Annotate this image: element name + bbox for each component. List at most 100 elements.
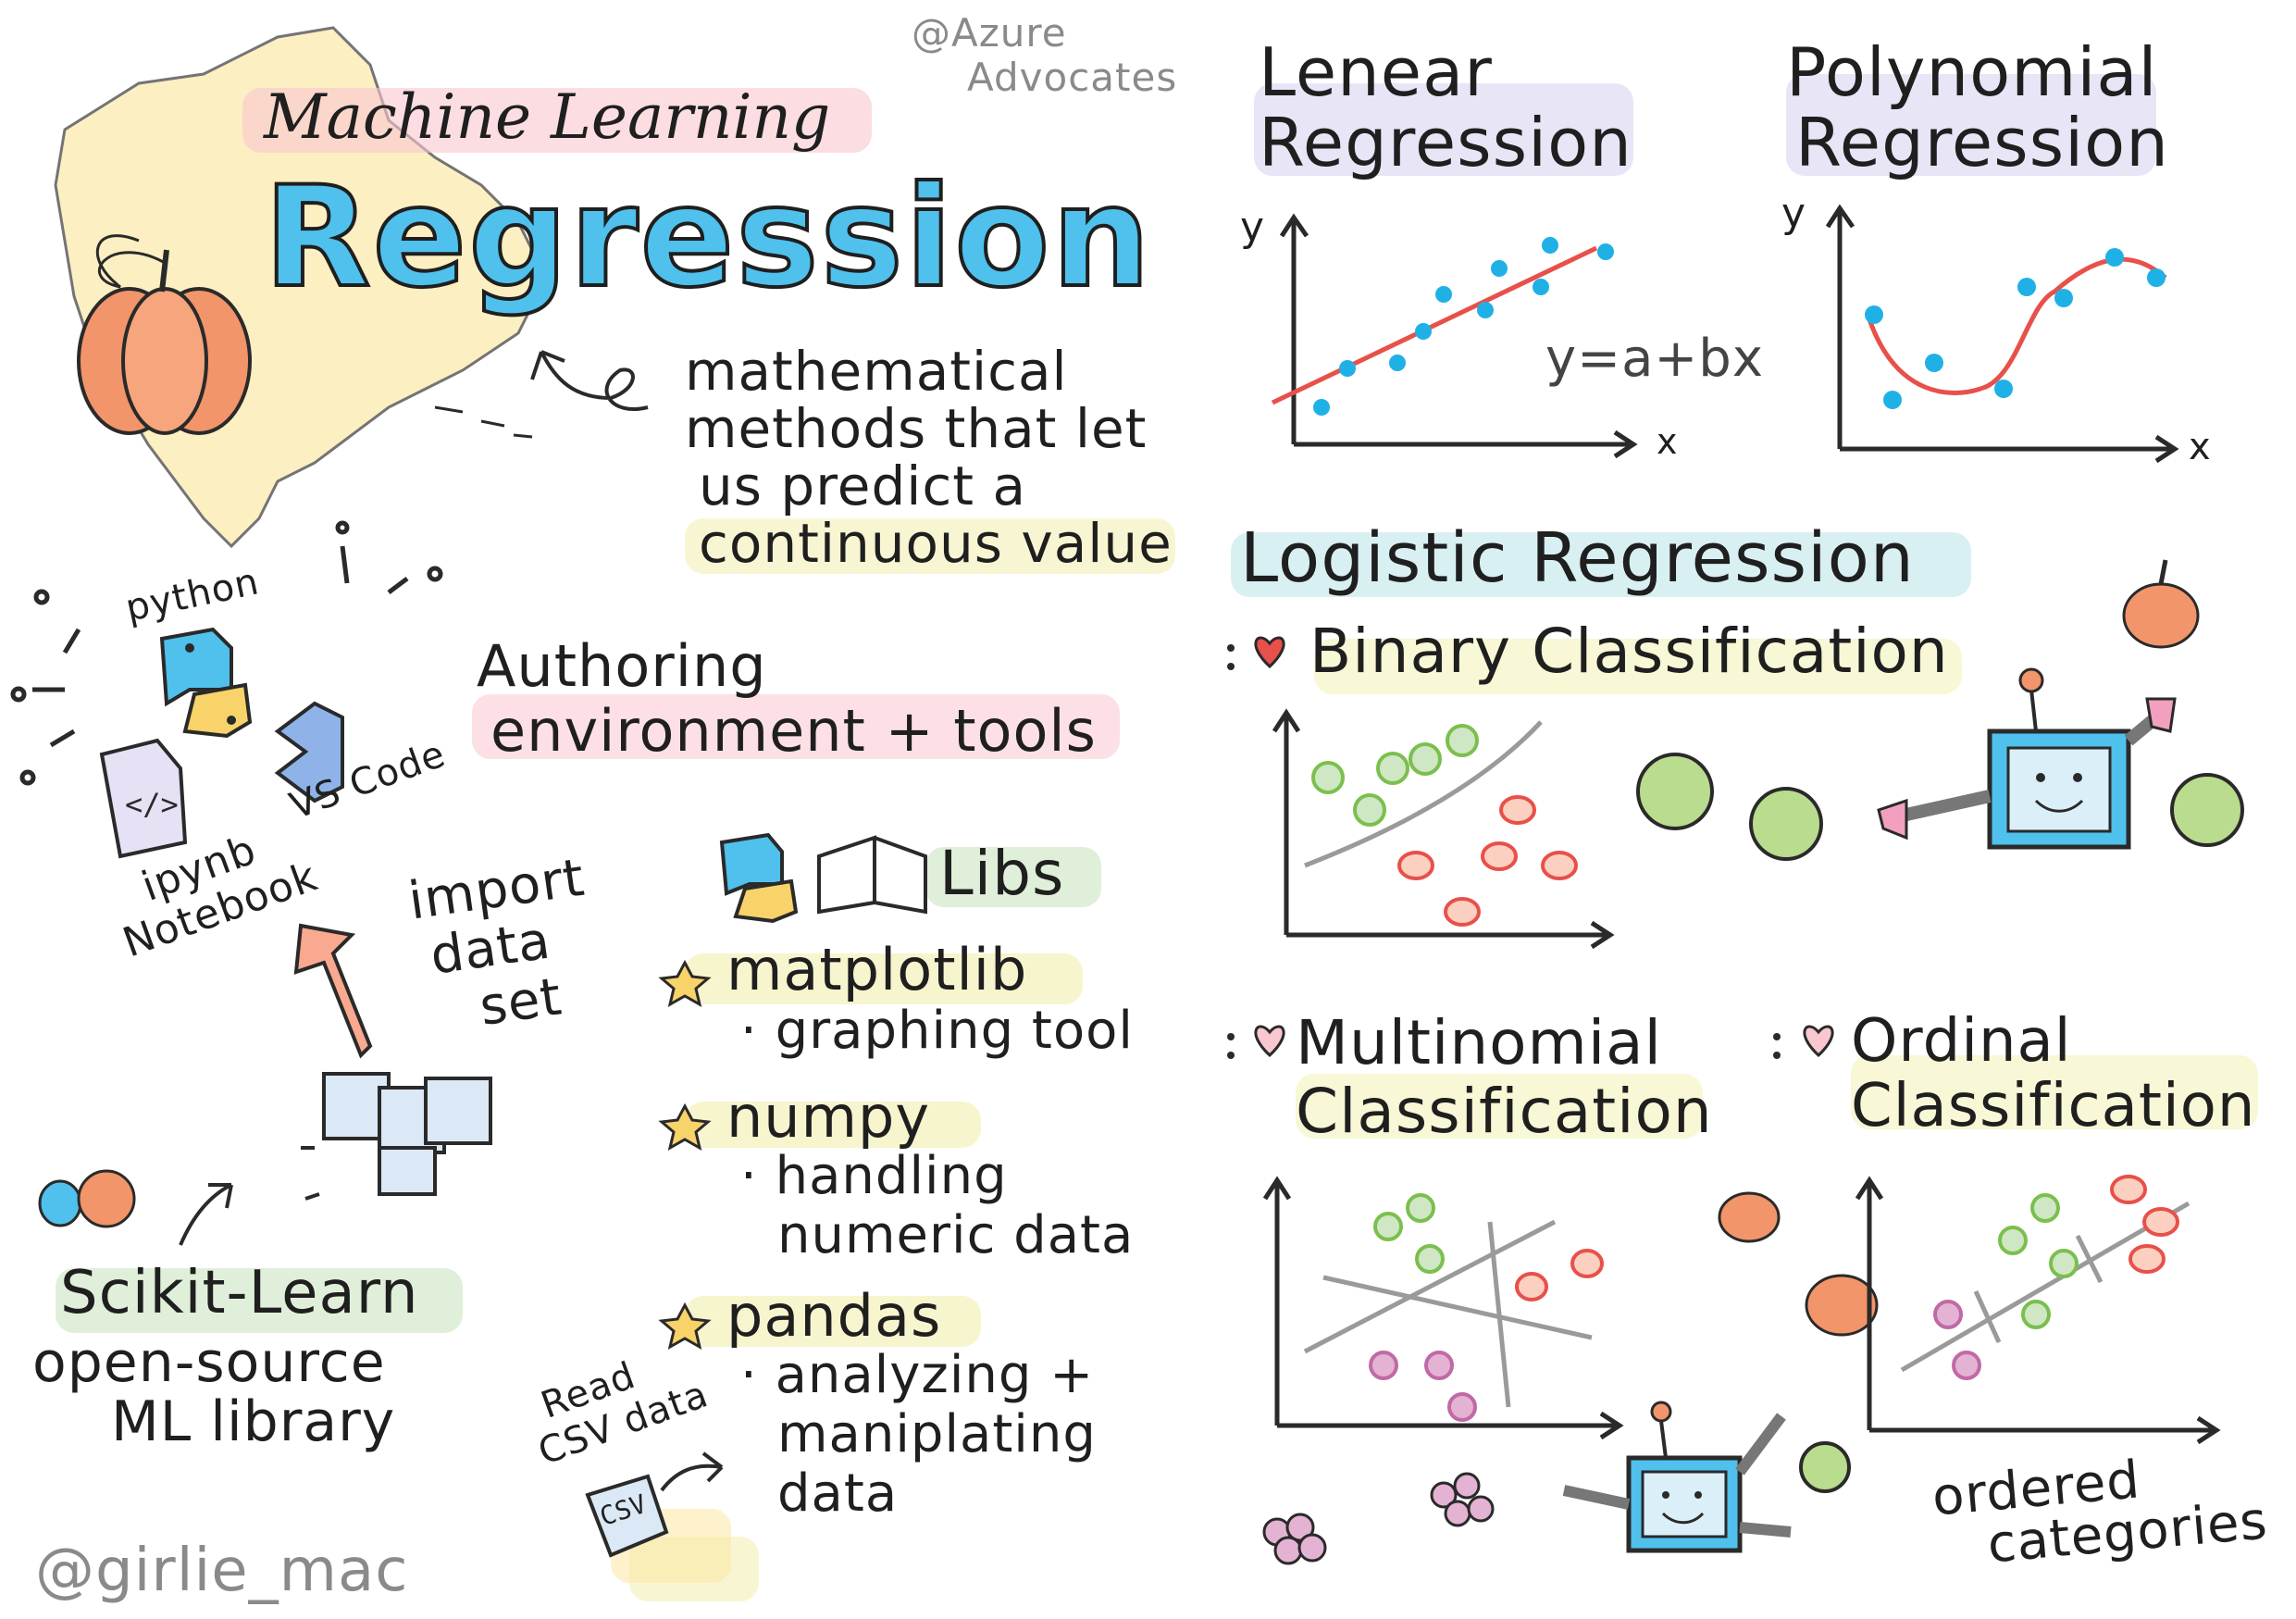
logistic-title: Logistic Regression: [1240, 518, 1915, 598]
poly-title-line1: Polynomial: [1786, 33, 2158, 111]
linear-y-axis: [1279, 213, 1309, 444]
poly-data-points: [1865, 248, 2166, 409]
multinomial-title: Multinomial Classification: [1296, 1009, 1713, 1146]
ordinal-title-line2: Classification: [1851, 1072, 2256, 1140]
definition-line4: continuous value: [699, 512, 1173, 575]
poly-y-label: y: [1781, 190, 1807, 237]
sklearn-arrow: [179, 1183, 233, 1246]
small-pumpkin-icon: [2122, 559, 2200, 649]
python-logo-icon: [159, 627, 253, 739]
ordinal-x-axis: [1869, 1415, 2221, 1445]
notebook-file-icon: </>: [99, 738, 188, 859]
multinomial-title-line1: Multinomial: [1296, 1007, 1662, 1078]
lib-pandas-desc-line2: maniplating: [777, 1404, 1097, 1464]
libs-python-icon: [719, 832, 799, 924]
multinomial-highlight: [1296, 1074, 1703, 1139]
author-credit: @girlie_mac: [35, 1537, 409, 1605]
multi-decision-lines: [1303, 1219, 1593, 1408]
lib-pandas-desc-line1: analyzing +: [775, 1345, 1095, 1405]
azure-credit: @Azure Advocates: [912, 11, 1177, 100]
ordinal-apples: [1998, 1193, 2079, 1329]
scikit-learn-logo-icon: [38, 1169, 136, 1228]
poly-title-line2: Regression: [1795, 104, 2169, 181]
binary-pumpkins: [1397, 795, 1578, 927]
poly-highlight: [1786, 74, 2156, 176]
linear-data-points: [1313, 237, 1614, 416]
lib-matplotlib-desc: · graphing tool: [740, 1001, 1134, 1061]
ordinal-pumpkins: [2110, 1175, 2179, 1274]
libs-highlight: [925, 847, 1101, 907]
vscode-logo-icon: [274, 701, 344, 803]
sklearn-desc-line1: open-source: [32, 1330, 386, 1395]
ordinal-highlight: [1851, 1055, 2258, 1129]
multinomial-title-line2: Classification: [1296, 1076, 1713, 1147]
linear-y-label: y: [1240, 204, 1266, 251]
pandas-highlight: [685, 1296, 981, 1347]
page-title: Regression: [262, 156, 1153, 320]
caribbean-islands: [434, 405, 533, 439]
definition-line1: mathematical: [685, 340, 1068, 403]
lib-numpy-desc-line1: handling: [775, 1146, 1008, 1206]
linear-highlight: [1254, 83, 1633, 176]
lib-matplotlib-desc-line1: graphing tool: [775, 1001, 1134, 1061]
definition-line2: methods that let: [685, 397, 1148, 460]
sklearn-desc: open-source ML library: [32, 1333, 395, 1451]
csv-file-icon: [585, 1474, 669, 1558]
subtitle-highlight: [242, 88, 872, 153]
numpy-highlight: [685, 1102, 981, 1148]
multi-y-axis: [1262, 1176, 1292, 1426]
authoring-title: Authoring environment + tools: [477, 634, 1097, 764]
binary-decision-line: [1304, 720, 1543, 868]
poly-x-label: x: [2189, 426, 2212, 468]
apple-icon: [1636, 753, 2244, 1493]
robot-icon-2: [1562, 1401, 1792, 1553]
bullet-dots: [1227, 644, 1781, 1059]
linear-x-axis: [1294, 430, 1638, 459]
multi-grapes: [1369, 1351, 1477, 1422]
heart-bullet-icon: [1254, 636, 1834, 1058]
linear-title-line1: Lenear: [1259, 33, 1493, 111]
authoring-title-line2: environment + tools: [490, 697, 1097, 765]
binary-x-axis: [1286, 920, 1615, 950]
authoring-title-line1: Authoring: [477, 632, 767, 700]
sklearn-highlight: [56, 1268, 463, 1333]
dataset-sheets-icon: [301, 1072, 492, 1201]
multi-apples: [1373, 1193, 1445, 1274]
azure-credit-line2: Advocates: [967, 55, 1178, 100]
ordinal-title: Ordinal Classification: [1851, 1009, 2255, 1139]
lib-matplotlib: matplotlib · graphing tool: [726, 940, 1134, 1062]
sparkle-icon: [10, 520, 443, 786]
csv-arrow: [660, 1451, 724, 1492]
lib-pandas: pandas · analyzing + maniplating data: [726, 1287, 1097, 1524]
libs-title: Libs: [939, 838, 1065, 909]
binary-highlight: [1314, 639, 1962, 694]
ordinal-y-axis: [1855, 1176, 1884, 1430]
azure-credit-line1: @Azure: [912, 10, 1067, 56]
book-icon: [817, 835, 927, 915]
definition-text: mathematical methods that let us predict…: [685, 342, 1173, 572]
poly-y-axis: [1825, 204, 1855, 449]
definition-line3: us predict a: [699, 455, 1027, 517]
pumpkin-icon: [77, 234, 252, 435]
grape-icon: [1262, 1472, 1495, 1565]
poly-title: Polynomial Regression: [1786, 37, 2169, 178]
binary-y-axis: [1272, 708, 1301, 935]
linear-equation: y=a+bx: [1545, 329, 1764, 389]
ordinal-decision-lines: [1900, 1201, 2191, 1373]
svg-text:</>: </>: [125, 787, 179, 822]
ordinal-grapes: [1933, 1300, 1981, 1380]
definition-highlight: [685, 518, 1175, 574]
lib-numpy: numpy · handling numeric data: [726, 1088, 1134, 1265]
linear-fit-line: [1271, 245, 1598, 405]
lib-numpy-name: numpy: [726, 1083, 931, 1151]
lib-pandas-desc: · analyzing +: [740, 1345, 1095, 1405]
star-bullet-icon: [658, 959, 712, 1350]
import-arrow-icon: [293, 923, 373, 1059]
lib-pandas-name: pandas: [726, 1282, 942, 1350]
linear-title-line2: Regression: [1259, 104, 1632, 181]
authoring-highlight: [472, 694, 1120, 759]
ordinal-title-line1: Ordinal: [1851, 1007, 2072, 1076]
